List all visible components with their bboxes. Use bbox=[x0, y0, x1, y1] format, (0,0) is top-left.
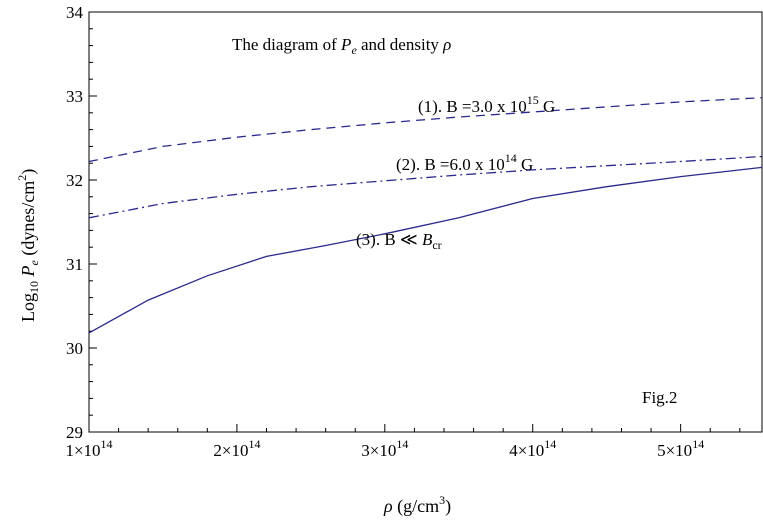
series-1-line bbox=[88, 97, 763, 163]
x-tick-label: 3×1014 bbox=[361, 437, 408, 460]
x-axis-label: ρ (g/cm3) bbox=[383, 493, 451, 517]
series-1-label: (1). B =3.0 x 1015 G bbox=[418, 93, 555, 116]
x-tick-label: 2×1014 bbox=[213, 437, 260, 460]
y-axis-ticks: 29 30 31 32 33 34 bbox=[66, 3, 97, 442]
series-3-label: (3). B ≪ Bcr bbox=[356, 230, 442, 252]
y-tick-label: 31 bbox=[66, 255, 83, 274]
y-tick-label: 32 bbox=[66, 171, 83, 190]
plot-frame bbox=[88, 11, 763, 433]
y-tick-label: 29 bbox=[66, 423, 83, 442]
x-tick-label: 5×1014 bbox=[657, 437, 704, 460]
y-tick-label: 33 bbox=[66, 87, 83, 106]
y-axis-label: Log10 Pe (dynes/cm2) bbox=[15, 169, 41, 322]
series-lines bbox=[88, 97, 763, 334]
x-tick-label: 4×1014 bbox=[509, 437, 556, 460]
figure-label: Fig.2 bbox=[642, 388, 677, 407]
x-axis-ticks: 1×1014 2×1014 3×1014 4×1014 5×1014 bbox=[65, 424, 741, 460]
series-2-label: (2). B =6.0 x 1014 G bbox=[396, 151, 533, 174]
y-tick-label: 34 bbox=[66, 3, 84, 22]
series-2-line bbox=[88, 155, 763, 219]
series-3-line bbox=[88, 166, 763, 334]
chart-title: The diagram of Pe and density ρ bbox=[232, 35, 451, 57]
y-tick-label: 30 bbox=[66, 339, 83, 358]
x-tick-label: 1×1014 bbox=[65, 437, 112, 460]
